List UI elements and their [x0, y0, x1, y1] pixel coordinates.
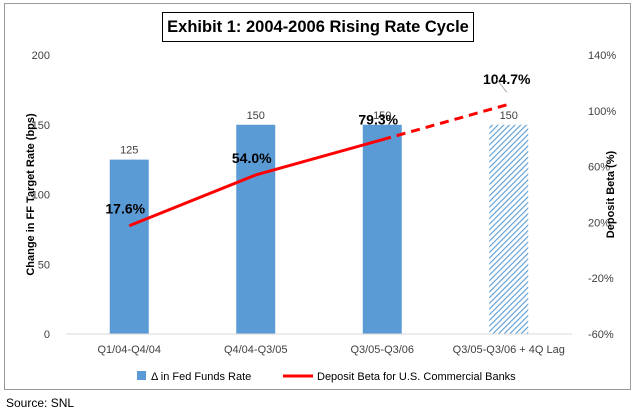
y2-tick-label-5: 100%	[588, 106, 616, 118]
y2-tick-label-6: 140%	[588, 50, 616, 62]
line-value-label-2: 54.0%	[232, 150, 272, 166]
chart-title: Exhibit 1: 2004-2006 Rising Rate Cycle	[167, 17, 469, 36]
bar-hatched-4	[489, 124, 529, 334]
y-tick-label-2: 50	[38, 259, 50, 271]
bar-1	[109, 159, 149, 334]
line-value-label-1: 17.6%	[105, 201, 145, 217]
y2-tick-label-4: 60%	[588, 162, 610, 174]
y-tick-label-3: 100	[32, 190, 50, 202]
bar-2	[236, 124, 276, 334]
source-note: Source: SNL	[6, 396, 75, 410]
y-axis-title: Change in FF Target Rate (bps)	[25, 113, 37, 276]
bar-3	[362, 124, 402, 334]
y2-tick-label-3: 20%	[588, 217, 610, 229]
bar-value-label-2: 150	[247, 110, 265, 122]
y2-tick-label-2: -20%	[588, 273, 614, 285]
x-tick-label-3: Q3/05-Q3/06	[350, 344, 414, 356]
y2-axis-title: Deposit Beta (%)	[605, 150, 617, 238]
x-tick-label-4: Q3/05-Q3/06 + 4Q Lag	[453, 344, 565, 356]
chart-title-box: Exhibit 1: 2004-2006 Rising Rate Cycle	[162, 12, 474, 42]
callout-leader-line	[496, 78, 508, 93]
legend-bar-swatch	[137, 371, 146, 380]
line-segment-2	[255, 138, 383, 177]
line-value-label-3: 79.3%	[358, 112, 398, 128]
line-segment-1	[128, 173, 257, 228]
bar-value-label-3: 150	[373, 110, 391, 122]
line-value-label-4: 104.7%	[483, 71, 531, 87]
y2-tick-label-1: -60%	[588, 329, 614, 341]
bar-value-label-4: 150	[500, 110, 518, 122]
y-tick-label-4: 150	[32, 120, 50, 132]
bar-value-label-1: 125	[120, 145, 138, 157]
line-segment-dashed	[381, 102, 510, 142]
y-tick-label-1: 0	[44, 329, 50, 341]
x-tick-label-2: Q4/04-Q3/05	[224, 344, 288, 356]
legend-bar-label: Δ in Fed Funds Rate	[151, 371, 251, 383]
legend-line-label: Deposit Beta for U.S. Commercial Banks	[317, 371, 516, 383]
y-tick-label-5: 200	[32, 50, 50, 62]
x-tick-label-1: Q1/04-Q4/04	[97, 344, 161, 356]
